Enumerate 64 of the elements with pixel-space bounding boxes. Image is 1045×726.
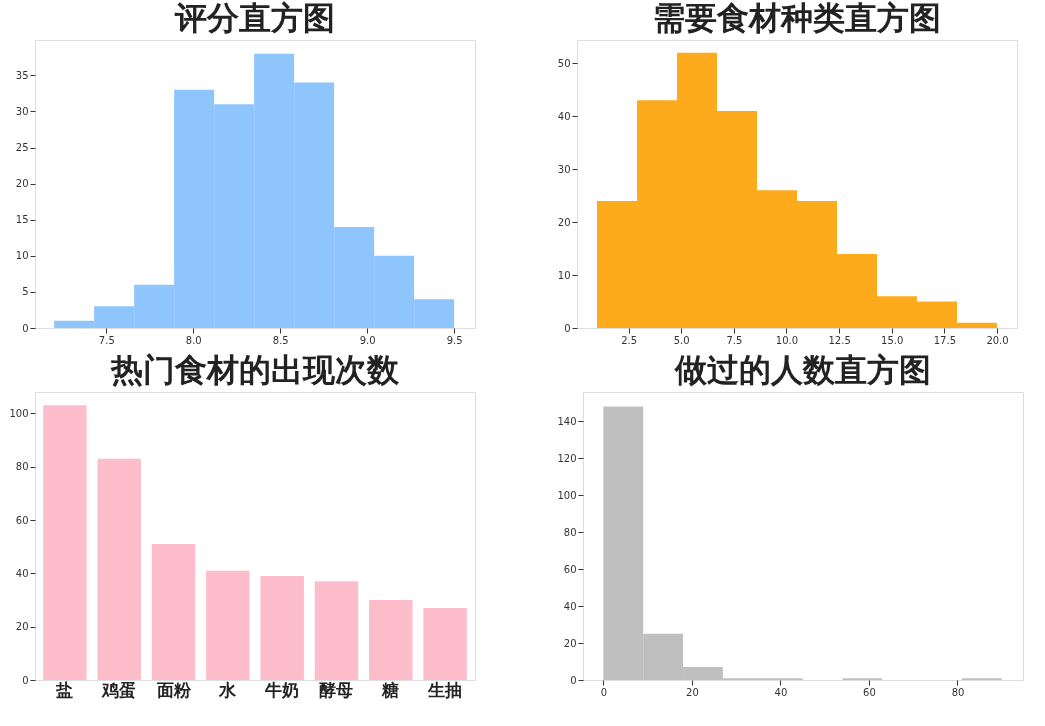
y-tick-label: 20 bbox=[15, 621, 29, 633]
y-tick-label: 20 bbox=[557, 216, 571, 228]
y-tick-label: 30 bbox=[15, 105, 29, 117]
bar bbox=[151, 544, 196, 680]
x-tick-label: 9.5 bbox=[446, 334, 463, 346]
x-tick-label: 水 bbox=[218, 679, 238, 700]
bar bbox=[97, 458, 141, 680]
chart-title: 热门食材的出现次数 bbox=[110, 351, 400, 389]
bar bbox=[260, 576, 304, 680]
x-tick-label: 糖 bbox=[381, 679, 400, 700]
y-tick-label: 120 bbox=[557, 452, 577, 464]
y-tick-label: 10 bbox=[15, 250, 29, 262]
bar bbox=[43, 405, 87, 680]
bar bbox=[423, 608, 467, 680]
x-tick-label: 鸡蛋 bbox=[101, 679, 137, 700]
y-tick-label: 40 bbox=[15, 567, 29, 579]
y-tick-label: 25 bbox=[15, 142, 29, 154]
chart-title: 需要食材种类直方图 bbox=[653, 0, 941, 37]
y-tick-label: 0 bbox=[564, 322, 571, 334]
y-tick-label: 50 bbox=[557, 57, 571, 69]
y-tick-label: 80 bbox=[563, 526, 577, 538]
y-tick-label: 100 bbox=[557, 489, 577, 501]
x-tick-label: 8.0 bbox=[185, 334, 202, 346]
y-tick-label: 30 bbox=[557, 163, 571, 175]
x-tick-label: 80 bbox=[951, 686, 965, 698]
x-tick-label: 9.0 bbox=[359, 334, 376, 346]
x-tick-label: 面粉 bbox=[155, 679, 192, 700]
x-tick-label: 生抽 bbox=[427, 679, 463, 700]
bar bbox=[369, 600, 413, 680]
x-tick-label: 20.0 bbox=[986, 334, 1009, 346]
y-tick-label: 60 bbox=[15, 514, 29, 526]
y-tick-label: 60 bbox=[563, 563, 577, 575]
y-tick-label: 10 bbox=[557, 269, 571, 281]
y-tick-label: 20 bbox=[15, 178, 29, 190]
x-tick-label: 酵母 bbox=[319, 679, 354, 700]
x-tick-label: 10.0 bbox=[775, 334, 799, 346]
x-tick-label: 40 bbox=[774, 686, 788, 698]
y-tick-label: 20 bbox=[563, 637, 577, 649]
x-tick-label: 7.5 bbox=[98, 334, 115, 346]
x-tick-label: 5.0 bbox=[673, 334, 690, 346]
x-tick-label: 牛奶 bbox=[264, 679, 300, 700]
x-tick-label: 盐 bbox=[55, 679, 74, 700]
x-tick-label: 17.5 bbox=[933, 334, 956, 346]
x-tick-label: 15.0 bbox=[881, 334, 904, 346]
chart-title: 评分直方图 bbox=[174, 0, 335, 37]
y-tick-label: 0 bbox=[22, 322, 29, 334]
y-tick-label: 40 bbox=[557, 110, 571, 122]
x-tick-label: 2.5 bbox=[621, 334, 638, 346]
x-tick-label: 7.5 bbox=[726, 334, 743, 346]
y-tick-label: 35 bbox=[15, 69, 29, 81]
bar bbox=[206, 570, 250, 680]
x-tick-label: 0 bbox=[600, 686, 608, 698]
y-tick-label: 15 bbox=[15, 214, 29, 226]
y-tick-label: 140 bbox=[557, 415, 577, 427]
y-tick-label: 80 bbox=[15, 461, 29, 473]
y-tick-label: 100 bbox=[9, 407, 29, 419]
x-tick-label: 8.5 bbox=[272, 334, 289, 346]
y-tick-label: 40 bbox=[563, 600, 577, 612]
chart-title: 做过的人数直方图 bbox=[674, 351, 931, 389]
bar bbox=[314, 581, 359, 680]
x-tick-label: 20 bbox=[686, 686, 699, 698]
y-tick-label: 5 bbox=[22, 286, 29, 298]
x-tick-label: 60 bbox=[863, 686, 876, 698]
x-tick-label: 12.5 bbox=[828, 334, 851, 346]
